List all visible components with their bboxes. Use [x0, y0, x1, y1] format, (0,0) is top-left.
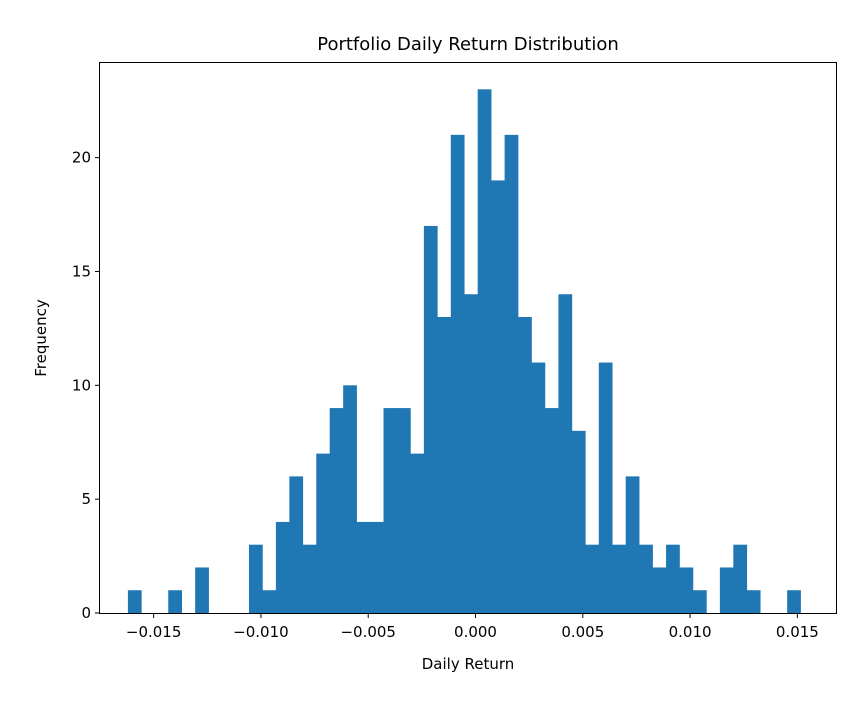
histogram-bar [558, 294, 573, 613]
histogram-bar [127, 590, 142, 613]
histogram-bar [356, 521, 371, 613]
y-axis-ticks: 0 5 10 15 20 [72, 149, 100, 622]
histogram-bar [598, 362, 613, 613]
histogram-bar [504, 134, 519, 613]
histogram-bar [410, 453, 425, 613]
x-tick-label: 0.015 [776, 623, 819, 641]
histogram-bar [275, 521, 290, 613]
histogram-bar [423, 225, 438, 613]
histogram-bar [329, 408, 344, 613]
x-tick-label: 0.010 [669, 623, 712, 641]
histogram-bar [343, 385, 357, 613]
histogram-bars [127, 89, 801, 613]
histogram-bar [168, 590, 183, 613]
plot-area-frame [99, 62, 837, 614]
histogram-bar [383, 408, 398, 613]
histogram-bar [612, 544, 626, 613]
y-tick-label: 20 [72, 149, 91, 167]
histogram-bar [491, 180, 505, 613]
histogram-bar [316, 453, 331, 613]
histogram-bar [248, 544, 263, 613]
histogram-bar [719, 567, 734, 613]
histogram-bar [262, 590, 277, 613]
x-axis-ticks: −0.015 −0.010 −0.005 0.000 0.005 0.010 0.015 [126, 613, 819, 641]
histogram-bar [733, 544, 748, 613]
histogram-bar [518, 317, 532, 613]
histogram-bar [437, 317, 452, 613]
histogram-bar [652, 567, 667, 613]
y-tick-label: 0 [81, 604, 91, 622]
histogram-bar [302, 544, 317, 613]
histogram-bar [544, 408, 559, 613]
histogram-bar [692, 590, 707, 613]
chart-title: Portfolio Daily Return Distribution [317, 34, 619, 55]
histogram-bar [787, 590, 801, 613]
histogram-bar [571, 430, 586, 613]
histogram-bar [746, 590, 761, 613]
y-tick-label: 15 [72, 262, 91, 280]
histogram-bar [531, 362, 546, 613]
histogram-bar [396, 408, 411, 613]
x-tick-label: −0.015 [126, 623, 182, 641]
x-axis-label: Daily Return [422, 655, 515, 673]
histogram-bar [585, 544, 600, 613]
histogram-bar [464, 294, 478, 613]
histogram-bar [666, 544, 680, 613]
histogram-bar [289, 476, 304, 613]
x-tick-label: 0.005 [561, 623, 604, 641]
x-tick-label: 0.000 [454, 623, 497, 641]
x-tick-label: −0.005 [340, 623, 396, 641]
histogram-bar [477, 89, 492, 613]
histogram-bar [625, 476, 640, 613]
histogram-bar [679, 567, 694, 613]
y-axis-label: Frequency [32, 299, 50, 377]
histogram-bar [370, 521, 384, 613]
y-tick-label: 10 [72, 376, 91, 394]
y-tick-label: 5 [81, 490, 91, 508]
histogram-bar [639, 544, 653, 613]
x-tick-label: −0.010 [233, 623, 289, 641]
histogram-bar [195, 567, 209, 613]
histogram-bar [450, 134, 465, 613]
